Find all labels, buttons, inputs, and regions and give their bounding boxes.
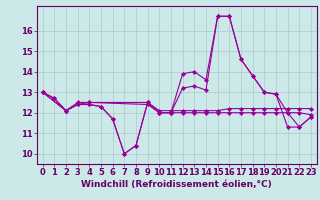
X-axis label: Windchill (Refroidissement éolien,°C): Windchill (Refroidissement éolien,°C)	[81, 180, 272, 189]
